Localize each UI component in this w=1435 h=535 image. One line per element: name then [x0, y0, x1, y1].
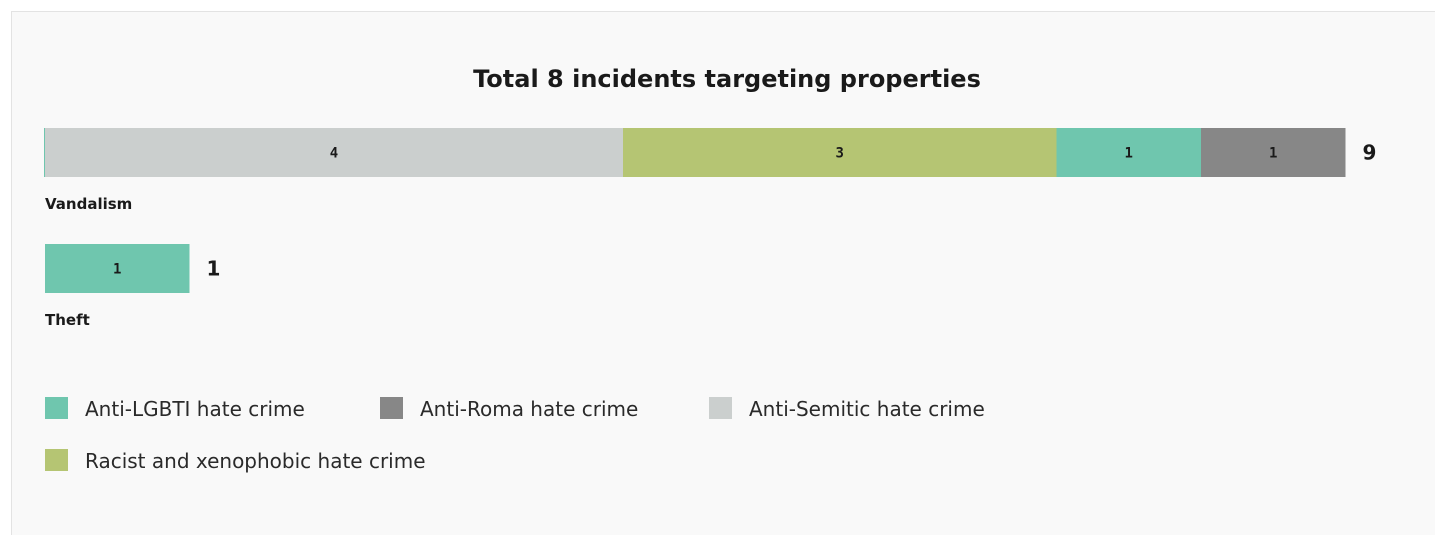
legend-swatch-racist-and-xenophobic-hate-crime: [45, 449, 68, 471]
bar-theft-anti-lgbti-hate-crime: [45, 244, 190, 293]
total-label-theft: 1: [207, 257, 221, 281]
data-label-theft-anti-lgbti-hate-crime: 1: [113, 262, 121, 278]
category-label-theft: Theft: [45, 311, 90, 329]
bar-vandalism-anti-roma-hate-crime: [1201, 128, 1346, 177]
legend-label-anti-roma-hate-crime: Anti-Roma hate crime: [420, 397, 638, 421]
data-label-vandalism-anti-roma-hate-crime: 1: [1269, 146, 1277, 162]
data-label-vandalism-anti-lgbti-hate-crime: 1: [1125, 146, 1133, 162]
data-label-vandalism-anti-semitic-hate-crime: 4: [330, 146, 338, 162]
legend: Anti-LGBTI hate crime Anti-Roma hate crim…: [45, 397, 985, 473]
chart-title: Total 8 incidents targeting properties: [473, 65, 981, 93]
bar-vandalism-anti-semitic-hate-crime: [45, 128, 623, 177]
legend-label-anti-lgbti-hate-crime: Anti-LGBTI hate crime: [85, 397, 305, 421]
chart-panel: [11, 11, 1435, 535]
bar-vandalism-racist-and-xenophobic-hate-crime: [623, 128, 1057, 177]
legend-swatch-anti-semitic-hate-crime: [709, 397, 732, 419]
legend-swatch-anti-lgbti-hate-crime: [45, 397, 68, 419]
bar-vandalism-anti-lgbti-hate-crime: [1056, 128, 1201, 177]
legend-label-racist-and-xenophobic-hate-crime: Racist and xenophobic hate crime: [85, 449, 426, 473]
legend-label-anti-semitic-hate-crime: Anti-Semitic hate crime: [749, 397, 985, 421]
legend-swatch-anti-roma-hate-crime: [380, 397, 403, 419]
data-label-vandalism-racist-and-xenophobic-hate-crime: 3: [836, 146, 844, 162]
bar-accent-line: [44, 128, 45, 177]
total-label-vandalism: 9: [1363, 141, 1377, 165]
category-label-vandalism: Vandalism: [45, 195, 132, 213]
bars-group: 4 3 1 1 9 Vandalism 1 1 Theft: [44, 128, 1376, 329]
